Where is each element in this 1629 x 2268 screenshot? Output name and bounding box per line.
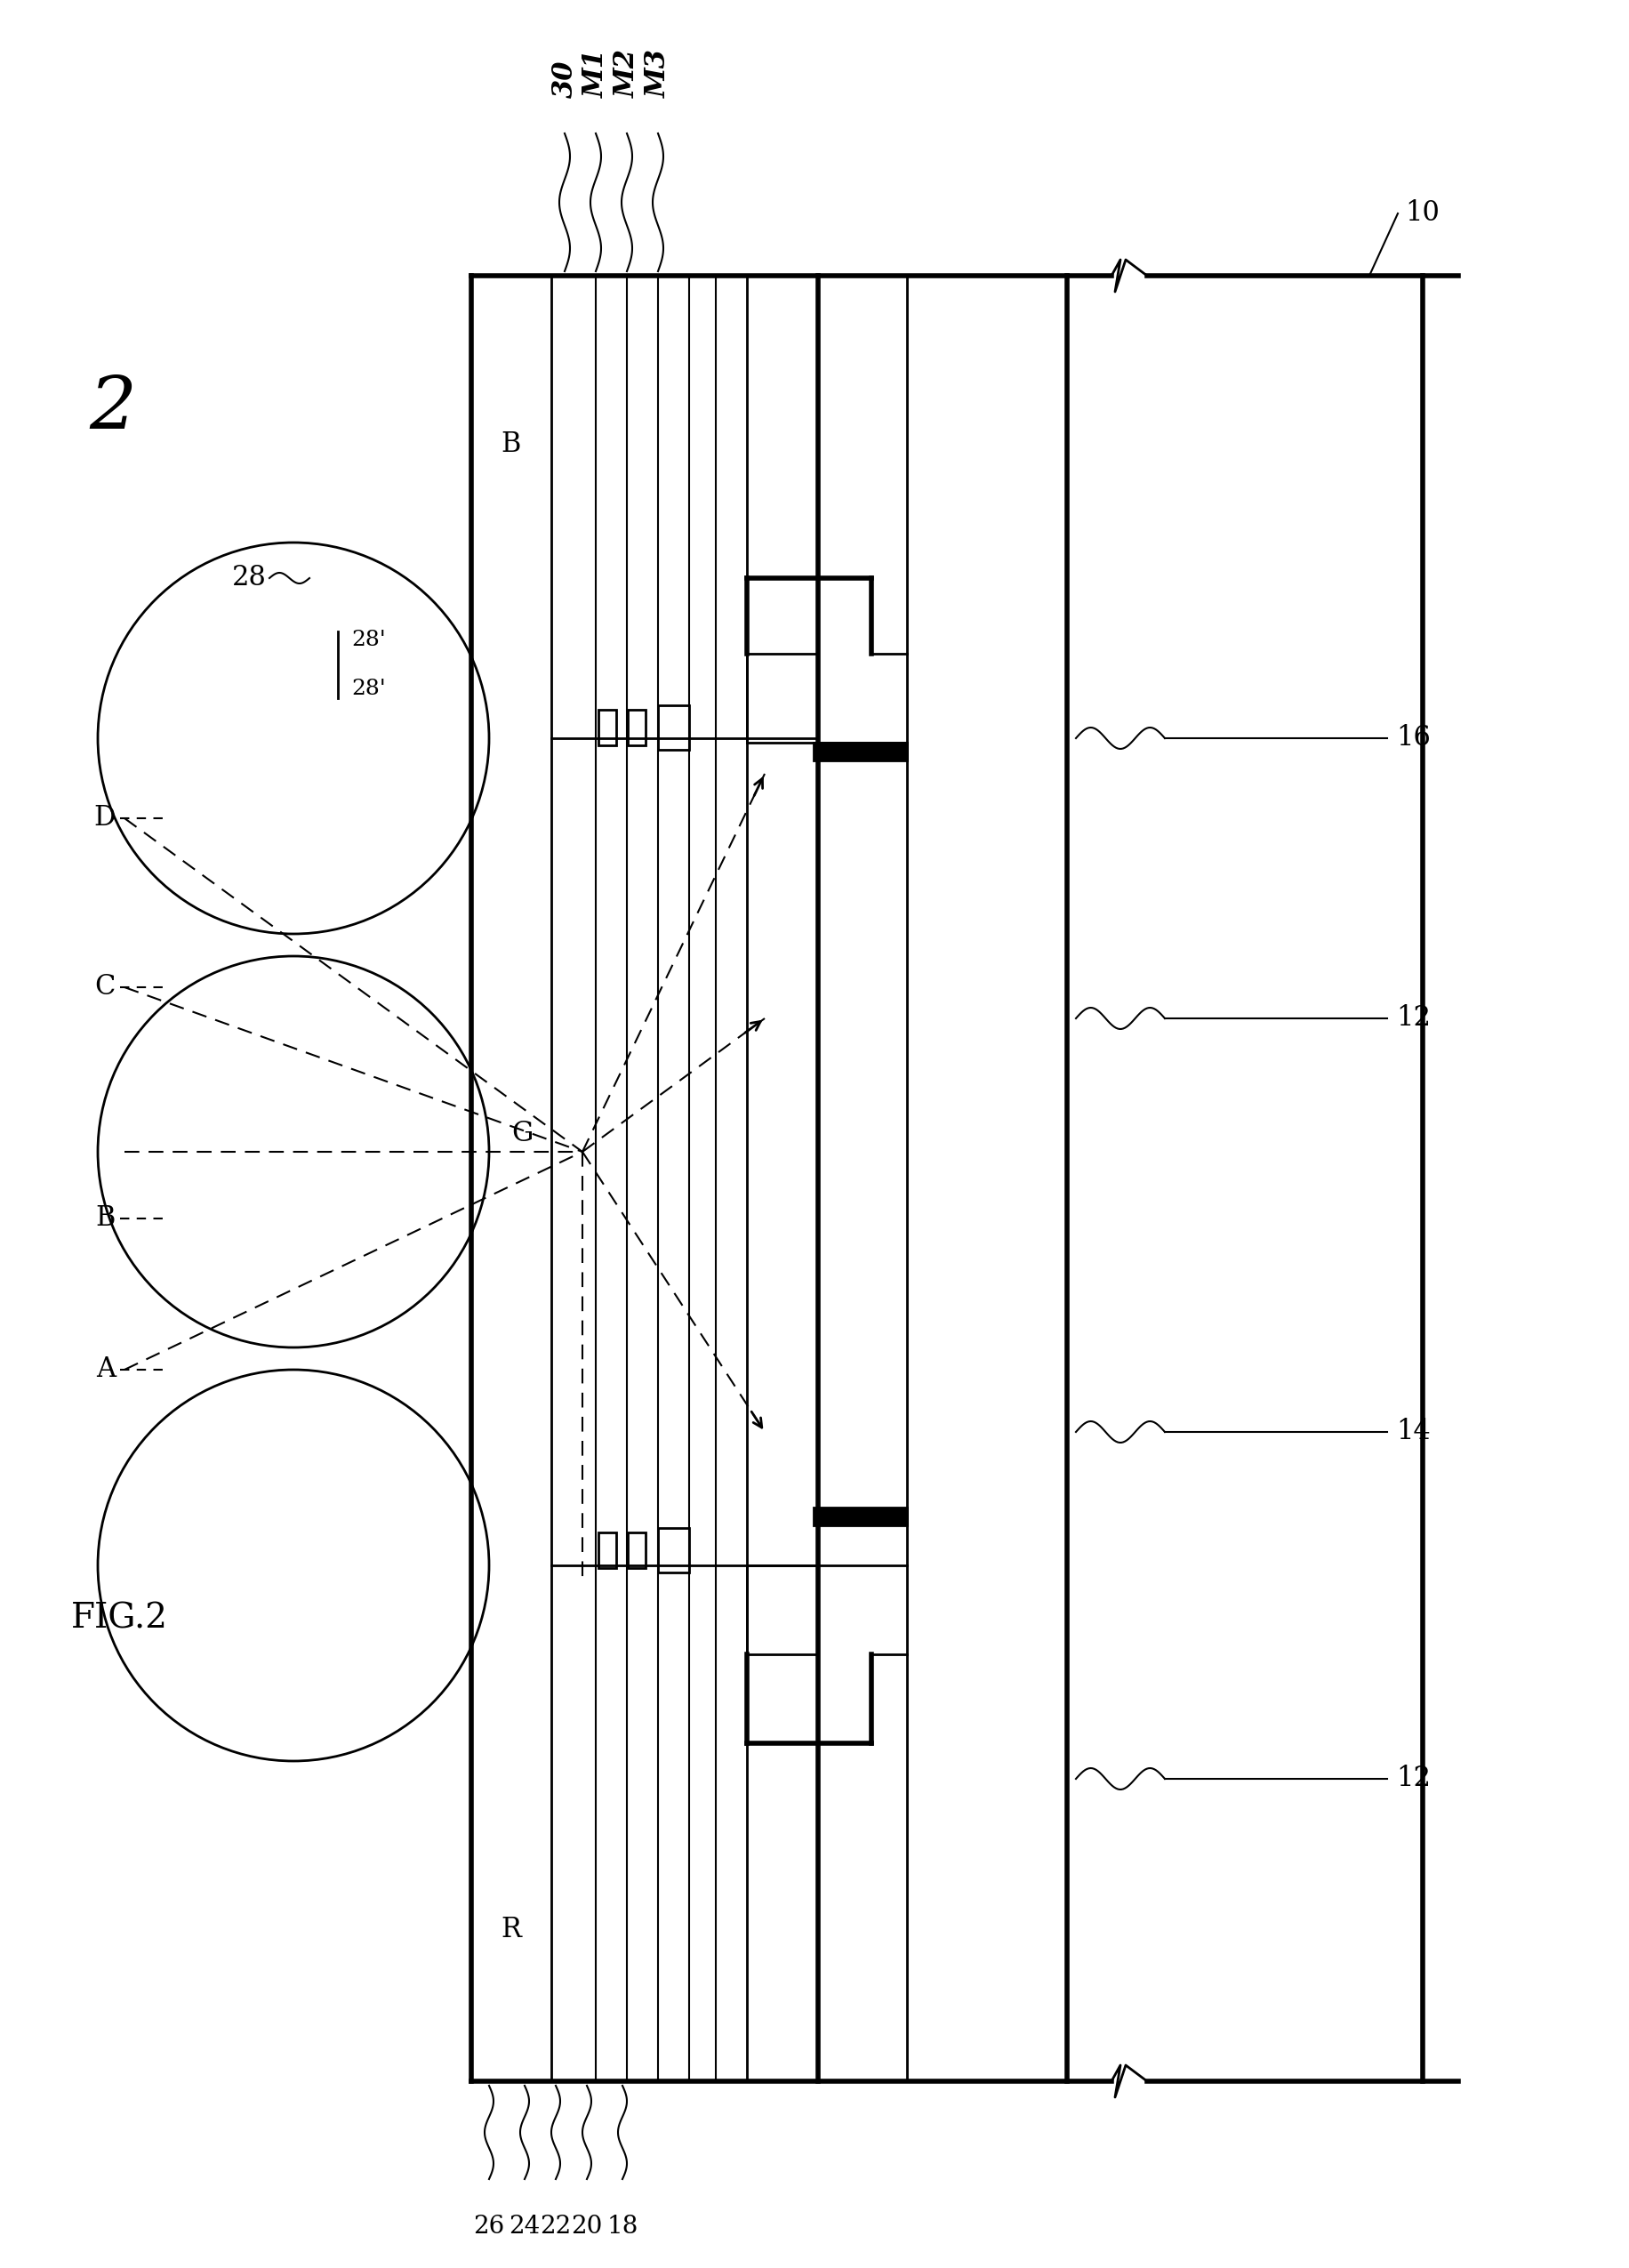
Bar <box>598 1533 616 1567</box>
Bar <box>813 742 906 760</box>
Text: 30: 30 <box>551 59 578 98</box>
Text: 12: 12 <box>1396 1765 1430 1792</box>
Text: R: R <box>500 1916 521 1944</box>
Bar <box>627 710 645 746</box>
Text: 20: 20 <box>570 2214 603 2239</box>
Bar <box>746 1565 818 1653</box>
Bar <box>658 1529 689 1572</box>
Bar <box>598 710 616 746</box>
Text: 14: 14 <box>1396 1418 1430 1445</box>
Text: 28': 28' <box>350 678 386 699</box>
Bar <box>813 1508 906 1526</box>
Text: B: B <box>96 1204 116 1232</box>
Text: 28': 28' <box>350 631 386 651</box>
Text: 2: 2 <box>90 374 135 445</box>
Bar <box>627 1533 645 1567</box>
Text: FIG.2: FIG.2 <box>72 1601 168 1635</box>
Text: 10: 10 <box>1404 200 1438 227</box>
Text: M3: M3 <box>643 50 671 98</box>
Text: 28: 28 <box>231 565 267 592</box>
Text: C: C <box>94 973 116 1000</box>
Text: M1: M1 <box>582 50 609 98</box>
Text: B: B <box>502 431 521 458</box>
Text: A: A <box>96 1356 116 1383</box>
Text: 18: 18 <box>606 2214 639 2239</box>
Text: M2: M2 <box>613 50 640 98</box>
Text: 16: 16 <box>1396 723 1430 753</box>
Bar <box>658 705 689 751</box>
Bar <box>746 653 818 742</box>
Text: 22: 22 <box>539 2214 572 2239</box>
Text: 26: 26 <box>472 2214 505 2239</box>
Text: 24: 24 <box>508 2214 539 2239</box>
Text: 12: 12 <box>1396 1005 1430 1032</box>
Text: D: D <box>94 805 116 832</box>
Text: G: G <box>512 1120 533 1148</box>
